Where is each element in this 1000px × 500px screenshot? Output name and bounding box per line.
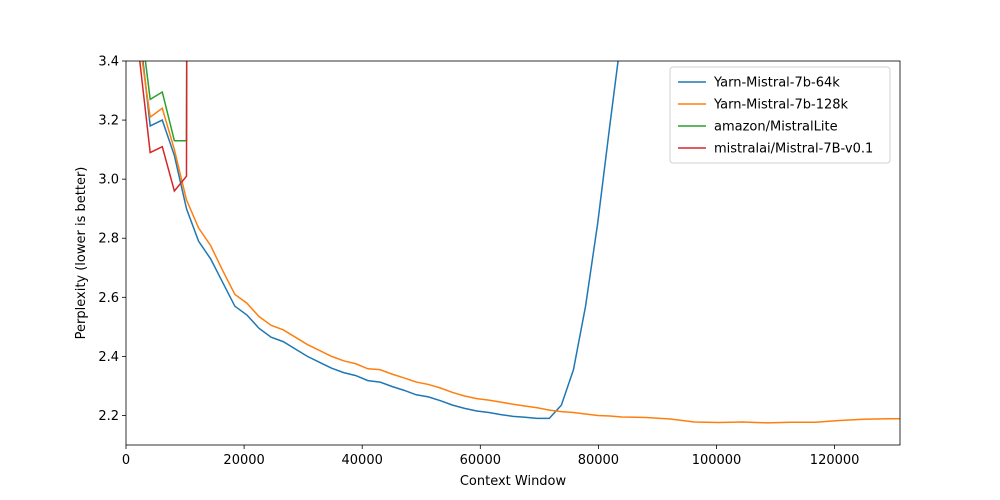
axes-frame bbox=[125, 60, 901, 446]
legend-label: Yarn-Mistral-7b-64k bbox=[713, 76, 840, 91]
x-tick-label: 20000 bbox=[223, 453, 264, 468]
x-axis-label: Context Window bbox=[460, 474, 567, 489]
legend-box bbox=[669, 66, 891, 164]
y-tick-label: 2.2 bbox=[98, 409, 119, 424]
line-series bbox=[142, 61, 619, 420]
line-series bbox=[141, 61, 900, 424]
legend-label: amazon/MistralLite bbox=[714, 120, 838, 135]
x-tick-label: 0 bbox=[122, 453, 130, 468]
legend-label: mistralai/Mistral-7B-v0.1 bbox=[714, 142, 873, 157]
x-tick-label: 80000 bbox=[578, 453, 619, 468]
x-tick-label: 60000 bbox=[460, 453, 501, 468]
y-tick-label: 2.6 bbox=[98, 291, 119, 306]
y-tick-label: 3.0 bbox=[98, 173, 119, 188]
y-tick-label: 3.2 bbox=[98, 114, 119, 129]
legend-label: Yarn-Mistral-7b-128k bbox=[713, 98, 849, 113]
line-series bbox=[139, 61, 188, 193]
x-tick-label: 40000 bbox=[342, 453, 383, 468]
y-axis-label: Perplexity (lower is better) bbox=[74, 167, 89, 340]
y-tick-label: 2.8 bbox=[98, 232, 119, 247]
y-tick-label: 2.4 bbox=[98, 350, 119, 365]
plot-area bbox=[139, 61, 900, 424]
y-tick-label: 3.4 bbox=[98, 55, 119, 70]
line-series bbox=[144, 61, 188, 142]
x-tick-label: 100000 bbox=[692, 453, 742, 468]
x-tick-label: 120000 bbox=[810, 453, 860, 468]
